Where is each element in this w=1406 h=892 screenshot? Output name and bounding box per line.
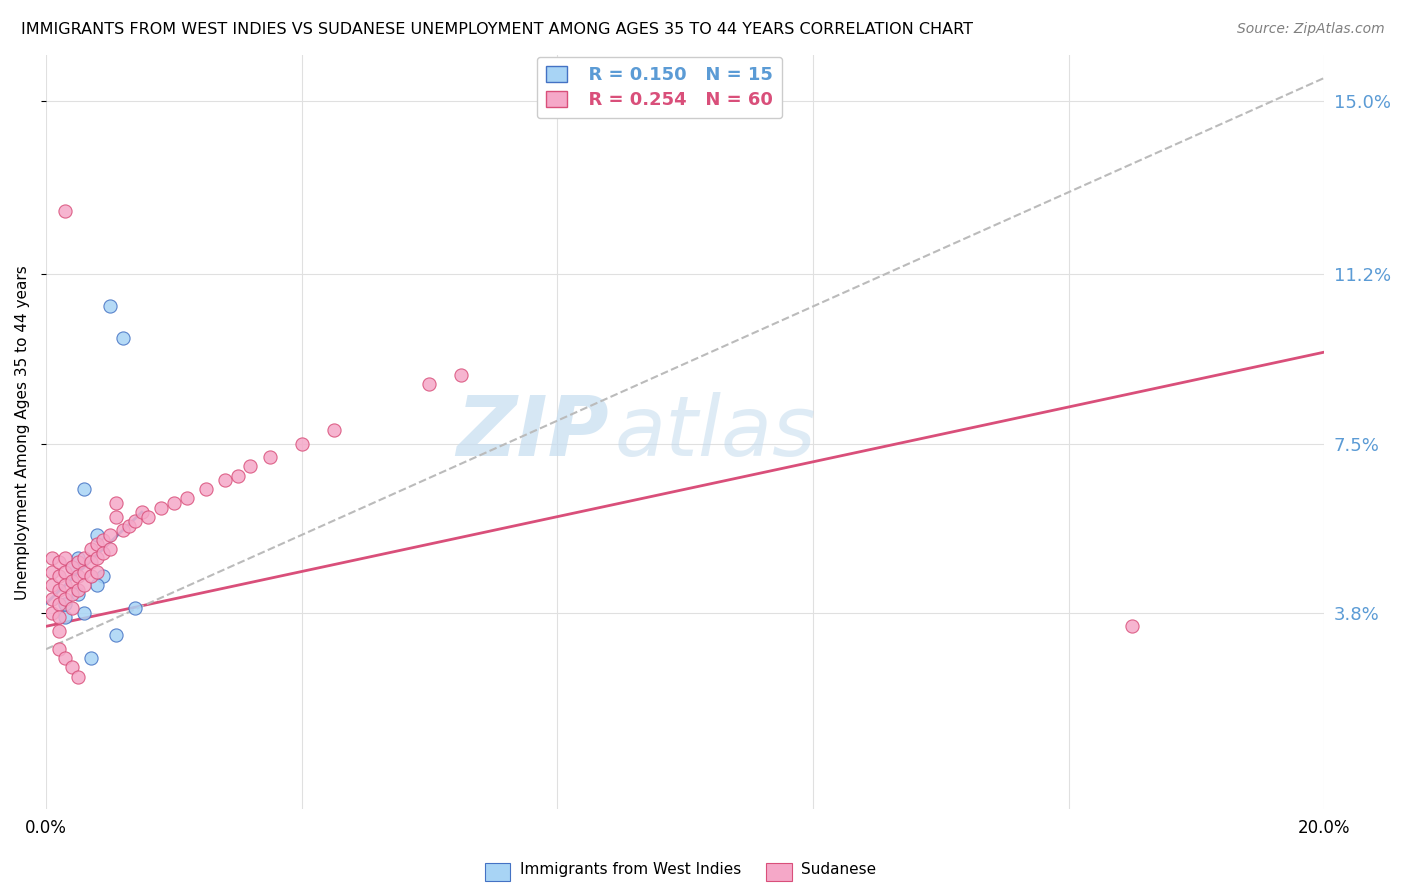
Point — [226, 468, 249, 483]
Point — [41, 578, 63, 592]
Point — [73, 578, 96, 592]
Point — [111, 331, 134, 345]
Point — [194, 482, 217, 496]
Point — [98, 528, 121, 542]
Text: Immigrants from West Indies: Immigrants from West Indies — [520, 863, 741, 877]
Point — [60, 560, 83, 574]
Point — [53, 565, 76, 579]
Point — [1121, 619, 1143, 633]
Point — [73, 550, 96, 565]
Point — [66, 587, 89, 601]
Text: Sudanese: Sudanese — [801, 863, 876, 877]
Point — [66, 555, 89, 569]
Y-axis label: Unemployment Among Ages 35 to 44 years: Unemployment Among Ages 35 to 44 years — [15, 265, 30, 599]
Point — [136, 509, 159, 524]
Point — [41, 550, 63, 565]
Text: atlas: atlas — [614, 392, 817, 473]
Point — [105, 496, 128, 510]
Point — [60, 574, 83, 588]
Point — [163, 496, 186, 510]
Point — [60, 560, 83, 574]
Point — [48, 569, 70, 583]
Point — [53, 578, 76, 592]
Point — [98, 300, 121, 314]
Point — [450, 368, 472, 382]
Point — [93, 533, 115, 547]
Point — [214, 473, 236, 487]
Point — [48, 597, 70, 611]
Point — [48, 582, 70, 597]
Point — [86, 537, 108, 551]
Point — [131, 505, 153, 519]
Point — [53, 591, 76, 606]
Point — [73, 565, 96, 579]
Point — [239, 459, 262, 474]
Point — [86, 565, 108, 579]
Point — [53, 597, 76, 611]
Point — [73, 482, 96, 496]
Point — [105, 628, 128, 642]
Point — [124, 514, 146, 528]
Point — [48, 610, 70, 624]
Point — [48, 624, 70, 638]
Point — [105, 509, 128, 524]
Point — [124, 601, 146, 615]
Point — [66, 569, 89, 583]
Point — [150, 500, 173, 515]
Point — [80, 651, 103, 665]
Point — [53, 610, 76, 624]
Point — [98, 541, 121, 556]
Point — [93, 546, 115, 560]
Text: Source: ZipAtlas.com: Source: ZipAtlas.com — [1237, 22, 1385, 37]
Point — [48, 555, 70, 569]
Point — [60, 601, 83, 615]
Point — [118, 518, 141, 533]
Point — [86, 578, 108, 592]
Point — [80, 555, 103, 569]
Point — [41, 591, 63, 606]
Point — [53, 550, 76, 565]
Point — [41, 565, 63, 579]
Point — [418, 377, 440, 392]
Text: IMMIGRANTS FROM WEST INDIES VS SUDANESE UNEMPLOYMENT AMONG AGES 35 TO 44 YEARS C: IMMIGRANTS FROM WEST INDIES VS SUDANESE … — [21, 22, 973, 37]
Point — [53, 203, 76, 218]
Point — [48, 642, 70, 657]
Point — [73, 606, 96, 620]
Point — [259, 450, 281, 465]
Point — [322, 423, 344, 437]
Point — [93, 569, 115, 583]
Legend:   R = 0.150   N = 15,   R = 0.254   N = 60: R = 0.150 N = 15, R = 0.254 N = 60 — [537, 56, 782, 119]
Point — [66, 670, 89, 684]
Point — [60, 587, 83, 601]
Point — [111, 524, 134, 538]
Point — [176, 491, 198, 506]
Point — [86, 550, 108, 565]
Point — [41, 606, 63, 620]
Point — [291, 436, 314, 450]
Point — [53, 651, 76, 665]
Point — [80, 569, 103, 583]
Text: ZIP: ZIP — [456, 392, 609, 473]
Point — [80, 541, 103, 556]
Point — [60, 660, 83, 674]
Point — [66, 550, 89, 565]
Point — [66, 582, 89, 597]
Point — [86, 528, 108, 542]
